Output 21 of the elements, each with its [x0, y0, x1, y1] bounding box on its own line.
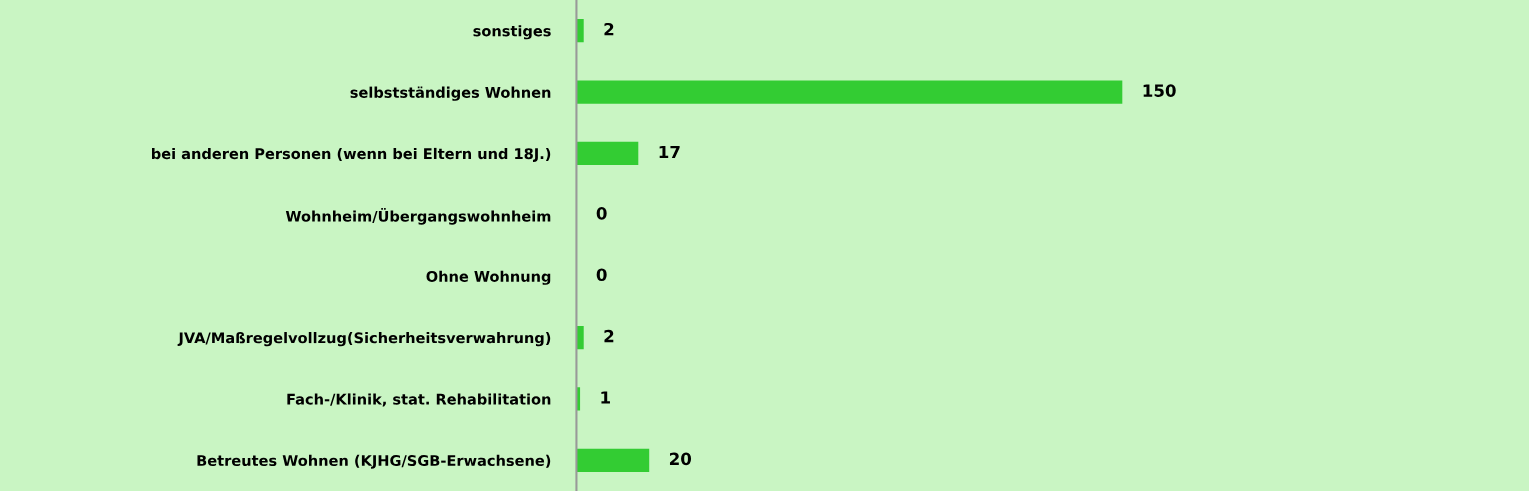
- data-label: 2: [604, 22, 614, 36]
- y-tick-label: selbstständiges Wohnen: [350, 86, 551, 101]
- data-label: 0: [596, 268, 607, 282]
- data-label: 17: [659, 145, 680, 159]
- bar: [576, 80, 1123, 104]
- y-tick-label: bei anderen Personen (wenn bei Eltern und 18J.): [152, 147, 551, 162]
- y-tick-label: Fach-/Klinik, stat. Rehabilitation: [287, 393, 551, 407]
- y-tick-label: Ohne Wohnung: [426, 270, 551, 285]
- y-tick-label: JVA/Maßregelvollzug(Sicherheitsverwahrung): [177, 332, 551, 347]
- data-label: 0: [596, 207, 607, 220]
- bar: [576, 141, 639, 166]
- y-tick-label: Betreutes Wohnen (KJHG/SGB-Erwachsene): [197, 454, 551, 469]
- data-label: 1: [601, 391, 610, 404]
- bar: [576, 325, 584, 350]
- bar: [576, 448, 650, 472]
- data-label: 20: [669, 452, 692, 466]
- bar: [576, 19, 584, 43]
- y-tick-label: sonstiges: [473, 25, 551, 40]
- data-label: 2: [604, 329, 614, 343]
- data-label: 150: [1143, 84, 1176, 97]
- y-tick-label: Wohnheim/Übergangswohnheim: [285, 208, 551, 225]
